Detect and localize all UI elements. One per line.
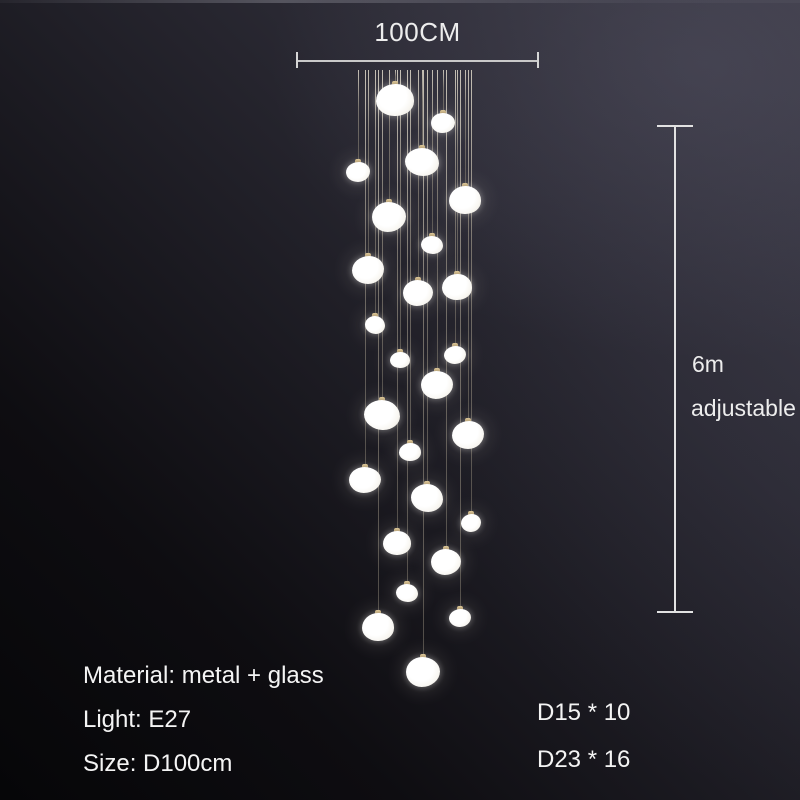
pendant-cable	[389, 70, 390, 204]
pendant-fitting-cap	[397, 349, 403, 354]
pendant-globe-d23	[449, 186, 481, 214]
pendant-globe-d23	[406, 657, 440, 687]
spec-size: Size: D100cm	[83, 750, 233, 777]
pendant-fitting-cap	[434, 368, 440, 373]
pendant-globe-d15	[399, 443, 421, 461]
pendant-fitting-cap	[452, 343, 458, 348]
height-dimension-tick-bottom	[657, 611, 693, 613]
pendant-cable	[423, 70, 424, 659]
spec-bulb-d15: D15 * 10	[537, 699, 631, 726]
pendant-fitting-cap	[372, 313, 378, 318]
pendant-globe-d23	[442, 274, 472, 300]
width-dimension-tick-right	[537, 52, 539, 68]
pendant-globe-d23	[421, 371, 453, 399]
pendant-globe-d23	[403, 280, 433, 306]
pendant-cable	[375, 70, 376, 318]
width-dimension-tick-left	[296, 52, 298, 68]
pendant-fitting-cap	[462, 183, 468, 188]
pendant-cable	[410, 70, 411, 445]
pendant-globe-d15	[449, 609, 471, 627]
pendant-cable	[457, 70, 458, 276]
pendant-cable	[397, 70, 398, 533]
pendant-cable	[382, 70, 383, 402]
pendant-globe-d15	[421, 236, 443, 254]
spec-light: Light: E27	[83, 706, 192, 733]
spec-bulb-d23: D23 * 16	[537, 746, 631, 773]
pendant-globe-d15	[431, 113, 455, 133]
pendant-globe-d23	[352, 256, 384, 284]
pendant-globe-d15	[461, 514, 481, 532]
pendant-globe-d15	[346, 162, 370, 182]
pendant-cable	[471, 70, 472, 516]
pendant-fitting-cap	[468, 511, 474, 516]
height-dimension-tick-top	[657, 125, 693, 127]
pendant-cable	[446, 70, 447, 551]
pendant-fitting-cap	[362, 464, 368, 469]
pendant-globe-d15	[396, 584, 418, 602]
pendant-globe-d23	[431, 549, 461, 575]
width-dimension-line	[297, 60, 538, 62]
pendant-fitting-cap	[355, 159, 361, 164]
pendant-cable	[460, 70, 461, 611]
height-dimension-sublabel: adjustable	[691, 395, 796, 421]
pendant-fitting-cap	[365, 253, 371, 258]
pendant-cable	[378, 70, 379, 615]
pendant-cable	[418, 70, 419, 282]
pendant-fitting-cap	[457, 606, 463, 611]
pendant-fitting-cap	[394, 528, 400, 533]
pendant-fitting-cap	[415, 277, 421, 282]
product-specs: Material: metal + glass Light: E27 Size:…	[83, 664, 324, 796]
pendant-globe-d23	[362, 613, 394, 641]
pendant-fitting-cap	[392, 81, 398, 86]
pendant-fitting-cap	[454, 271, 460, 276]
pendant-globe-d23	[349, 467, 381, 493]
pendant-fitting-cap	[407, 440, 413, 445]
pendant-cable	[358, 70, 359, 164]
pendant-cable	[437, 70, 438, 373]
width-dimension-label: 100CM	[374, 17, 461, 47]
pendant-globe-d23	[372, 202, 406, 232]
pendant-cable	[422, 70, 423, 150]
pendant-fitting-cap	[465, 418, 471, 423]
pendant-globe-d23	[376, 84, 414, 116]
pendant-globe-d23	[383, 531, 411, 555]
pendant-cable	[465, 70, 466, 188]
pendant-cable	[427, 70, 428, 486]
bulb-counts: D15 * 10 D23 * 16	[537, 701, 630, 795]
pendant-fitting-cap	[420, 654, 426, 659]
pendant-globe-d23	[405, 148, 439, 176]
pendant-fitting-cap	[443, 546, 449, 551]
pendant-globe-d23	[452, 421, 484, 449]
pendant-fitting-cap	[386, 199, 392, 204]
pendant-fitting-cap	[424, 481, 430, 486]
pendant-globe-d15	[444, 346, 466, 364]
pendant-fitting-cap	[375, 610, 381, 615]
pendant-globe-d15	[390, 352, 410, 368]
pendant-fitting-cap	[419, 145, 425, 150]
pendant-cable	[407, 70, 408, 586]
pendant-globe-d23	[364, 400, 400, 430]
pendant-fitting-cap	[429, 233, 435, 238]
pendant-fitting-cap	[440, 110, 446, 115]
pendant-cable	[443, 70, 444, 115]
pendant-cable	[368, 70, 369, 258]
height-dimension-label: 6m	[692, 351, 724, 377]
pendant-globe-d23	[411, 484, 443, 512]
pendant-fitting-cap	[404, 581, 410, 586]
height-dimension-line	[674, 126, 676, 612]
spec-material: Material: metal + glass	[83, 662, 324, 689]
pendant-fitting-cap	[379, 397, 385, 402]
pendant-globe-d15	[365, 316, 385, 334]
pendant-cable	[468, 70, 469, 423]
pendant-cable	[395, 70, 396, 86]
